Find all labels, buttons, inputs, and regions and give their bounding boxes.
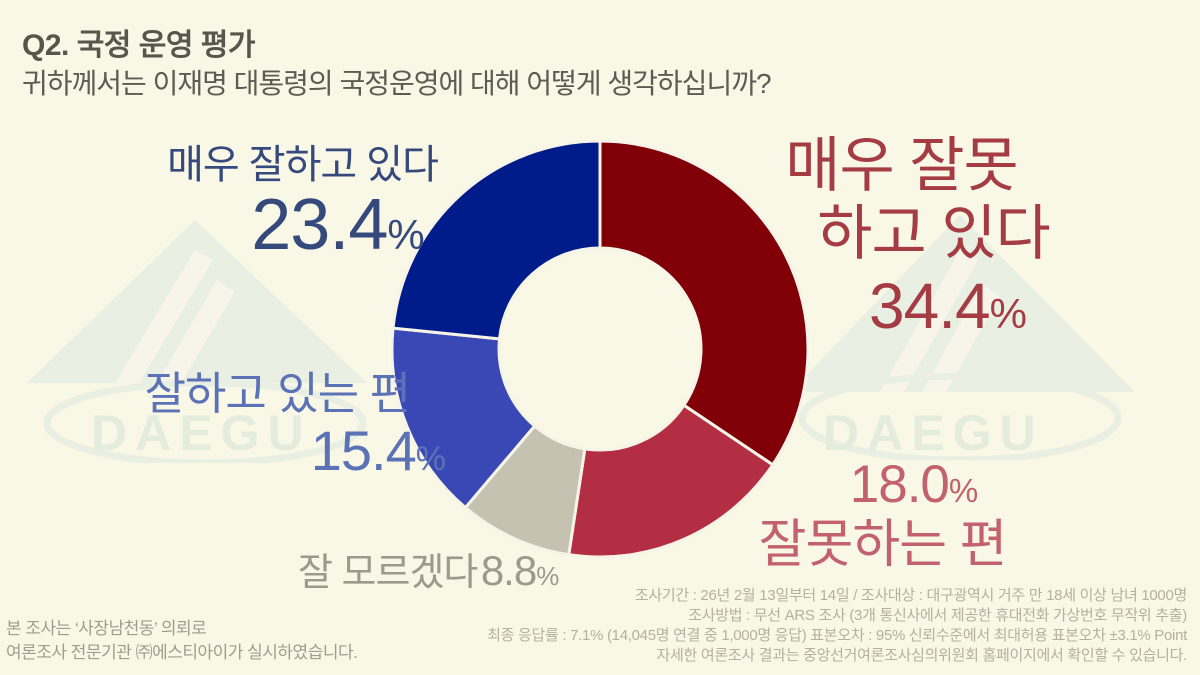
footnote-line: 자세한 여론조사 결과는 중앙선거여론조사심의위원회 홈페이지에서 확인할 수 … — [656, 647, 1188, 664]
watermark-swoosh — [798, 372, 1122, 460]
percent-sign: % — [387, 211, 424, 258]
percent-sign: % — [989, 290, 1027, 337]
percent-sign: % — [948, 472, 978, 509]
percent-sign: % — [536, 561, 559, 591]
donut-chart — [390, 139, 810, 559]
value-number: 18.0 — [849, 455, 950, 514]
callout-label-line1: 매우 잘못 — [785, 132, 1018, 199]
callout-label: 매우 잘하고 있다 — [167, 143, 439, 187]
callout-label: 잘못하는 편 — [758, 516, 1008, 575]
callout-label-line2: 하고 있다 — [817, 200, 1050, 267]
callout-value: 34.4% — [775, 274, 1120, 338]
value-number: 23.4 — [251, 185, 388, 265]
donut-segment-very_well — [391, 139, 602, 341]
watermark-text: DAEGU — [823, 405, 1044, 460]
footnote-line: 조사기간 : 26년 2월 13일부터 14일 / 조사대상 : 대구광역시 거… — [634, 587, 1187, 604]
callout-very-poor: 매우 잘못 하고 있다 34.4% — [765, 136, 1110, 339]
callout-value: 15.4% — [60, 418, 446, 482]
callout-value: 23.4% — [165, 185, 510, 265]
survey-methodology-note: 조사기간 : 26년 2월 13일부터 14일 / 조사대상 : 대구광역시 거… — [487, 586, 1187, 666]
callout-label: 잘하고 있는 편 — [144, 368, 411, 419]
value-number: 8.8 — [480, 547, 537, 594]
page-title: Q2. 국정 운영 평가 — [22, 29, 255, 62]
callout-value: 18.0% — [771, 455, 1056, 514]
callout-rather-poor: 18.0% 잘못하는 편 — [740, 455, 1025, 576]
callout-very-well: 매우 잘하고 있다 23.4% — [130, 142, 475, 264]
donut-segment-fairly_well — [390, 326, 537, 510]
percent-sign: % — [415, 439, 446, 478]
callout-dont-know: 잘 모르겠다 8.8% — [298, 547, 560, 596]
callout-fairly-well: 잘하고 있는 편 15.4% — [60, 368, 446, 482]
footnote-line: 최종 응답률 : 7.1% (14,045명 연결 중 1,000명 응답) 표… — [487, 627, 1187, 644]
value-number: 34.4 — [869, 270, 991, 342]
callout-value: 8.8% — [480, 547, 560, 594]
value-number: 15.4 — [310, 418, 417, 482]
watermark-stripe — [115, 250, 213, 383]
footnote-line: 여론조사 전문기관 ㈜에스티아이가 실시하였습니다. — [6, 643, 358, 662]
footnote-line: 조사방법 : 무선 ARS 조사 (3개 통신사에서 제공한 휴대전화 가상번호… — [688, 607, 1187, 624]
donut-segment-rather_poor — [567, 403, 775, 559]
page-subtitle: 귀하께서는 이재명 대통령의 국정운영에 대해 어떻게 생각하십니까? — [22, 68, 772, 99]
survey-credit-note: 본 조사는 ‘사장남천동’ 의뢰로 여론조사 전문기관 ㈜에스티아이가 실시하였… — [6, 617, 358, 665]
footnote-line: 본 조사는 ‘사장남천동’ 의뢰로 — [6, 619, 207, 638]
callout-label: 잘 모르겠다 — [298, 552, 478, 594]
donut-segment-very_poor — [598, 139, 810, 467]
